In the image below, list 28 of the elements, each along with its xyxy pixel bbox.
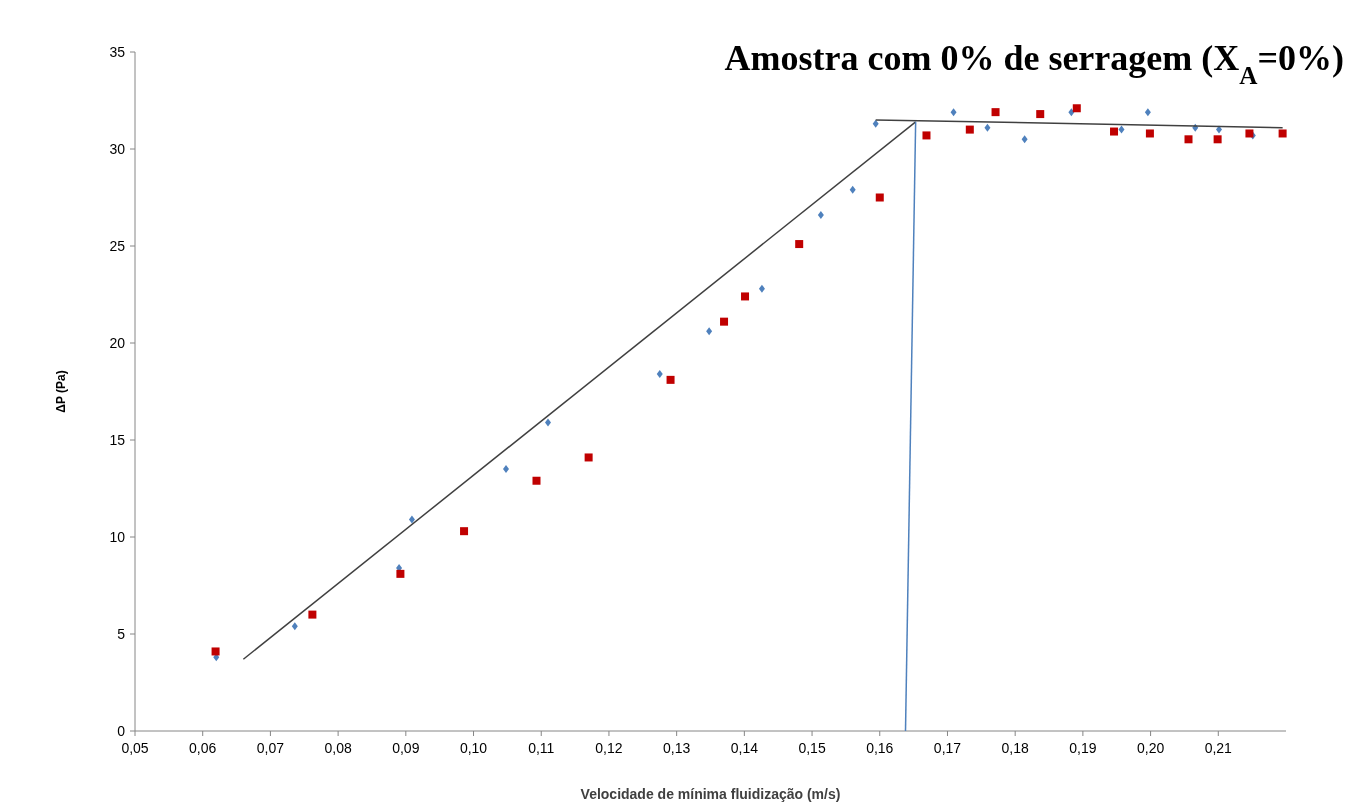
x-tick-label: 0,12 bbox=[595, 740, 623, 756]
y-tick-label: 20 bbox=[109, 334, 126, 351]
x-tick-label: 0,09 bbox=[392, 740, 420, 756]
y-axis-title: ΔP (Pa) bbox=[54, 370, 68, 413]
x-tick-label: 0,17 bbox=[933, 740, 962, 756]
x-tick-label: 0,21 bbox=[1204, 740, 1233, 756]
x-tick-label: 0,08 bbox=[324, 740, 352, 756]
y-tick-label: 25 bbox=[109, 237, 126, 254]
y-tick-label: 35 bbox=[109, 43, 126, 60]
x-tick-label: 0,07 bbox=[256, 740, 285, 756]
x-tick-label: 0,19 bbox=[1069, 740, 1097, 756]
chart-title: Amostra com 0% de serragem (X$_{A}$=0%) bbox=[724, 38, 1344, 89]
y-tick-label: 30 bbox=[109, 140, 126, 157]
x-tick-label: 0,11 bbox=[528, 740, 555, 756]
y-tick-label: 15 bbox=[109, 431, 126, 448]
x-tick-label: 0,20 bbox=[1136, 740, 1165, 756]
x-tick-label: 0,06 bbox=[189, 740, 217, 756]
x-tick-label: 0,05 bbox=[121, 740, 149, 756]
x-tick-label: 0,10 bbox=[459, 740, 488, 756]
y-tick-label: 5 bbox=[117, 625, 126, 642]
x-axis-title: Velocidade de mínima fluidização (m/s) bbox=[580, 786, 841, 802]
x-tick-label: 0,16 bbox=[866, 740, 894, 756]
x-tick-label: 0,18 bbox=[1001, 740, 1030, 756]
x-tick-label: 0,13 bbox=[663, 740, 691, 756]
x-tick-label: 0,14 bbox=[730, 740, 759, 756]
x-tick-label: 0,15 bbox=[798, 740, 826, 756]
y-tick-label: 10 bbox=[109, 528, 126, 545]
y-tick-label: 0 bbox=[117, 722, 126, 739]
